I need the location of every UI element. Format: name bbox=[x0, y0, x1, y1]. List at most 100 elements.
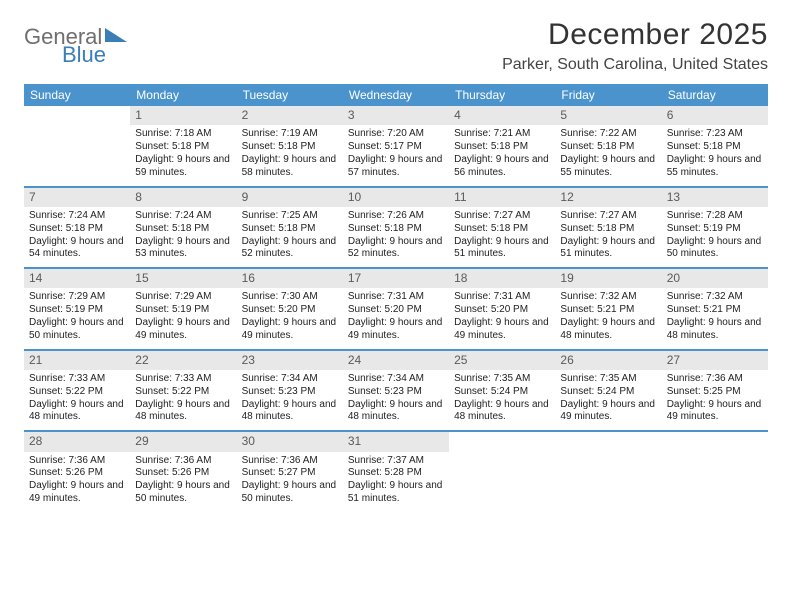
week-row: .1 Sunrise: 7:18 AM Sunset: 5:18 PM Dayli… bbox=[24, 106, 768, 187]
day-cell: 26 Sunrise: 7:35 AM Sunset: 5:24 PM Dayli… bbox=[555, 351, 661, 432]
day-details: Sunrise: 7:37 AM Sunset: 5:28 PM Dayligh… bbox=[348, 455, 444, 506]
day-details: Sunrise: 7:36 AM Sunset: 5:26 PM Dayligh… bbox=[29, 455, 125, 506]
day-number: 19 bbox=[555, 269, 661, 288]
month-title: December 2025 bbox=[502, 18, 768, 52]
day-number: 7 bbox=[24, 188, 130, 207]
day-details: Sunrise: 7:36 AM Sunset: 5:27 PM Dayligh… bbox=[242, 455, 338, 506]
title-area: December 2025 Parker, South Carolina, Un… bbox=[502, 18, 768, 74]
day-number: 26 bbox=[555, 351, 661, 370]
day-number: 4 bbox=[449, 106, 555, 125]
calendar-head: Sunday Monday Tuesday Wednesday Thursday… bbox=[24, 84, 768, 106]
calendar-body: .1Sunrise: 7:18 AM Sunset: 5:18 PM Dayli… bbox=[24, 106, 768, 512]
day-cell: 8 Sunrise: 7:24 AM Sunset: 5:18 PM Daylig… bbox=[130, 188, 236, 269]
day-number: 8 bbox=[130, 188, 236, 207]
day-number: 18 bbox=[449, 269, 555, 288]
week-row: 28 Sunrise: 7:36 AM Sunset: 5:26 PM Dayli… bbox=[24, 432, 768, 512]
day-cell: . bbox=[449, 432, 555, 512]
day-details: Sunrise: 7:18 AM Sunset: 5:18 PM Dayligh… bbox=[135, 128, 231, 179]
day-number: 24 bbox=[343, 351, 449, 370]
calendar-table: Sunday Monday Tuesday Wednesday Thursday… bbox=[24, 84, 768, 512]
day-details: Sunrise: 7:29 AM Sunset: 5:19 PM Dayligh… bbox=[135, 291, 231, 342]
day-cell: . bbox=[662, 432, 768, 512]
day-number: 27 bbox=[662, 351, 768, 370]
day-number: 29 bbox=[130, 432, 236, 451]
day-number: 14 bbox=[24, 269, 130, 288]
day-cell: 5Sunrise: 7:22 AM Sunset: 5:18 PM Daylig… bbox=[555, 106, 661, 187]
day-number: 28 bbox=[24, 432, 130, 451]
day-cell: 9 Sunrise: 7:25 AM Sunset: 5:18 PM Daylig… bbox=[237, 188, 343, 269]
day-details: Sunrise: 7:27 AM Sunset: 5:18 PM Dayligh… bbox=[560, 210, 656, 261]
dh-tue: Tuesday bbox=[237, 84, 343, 106]
day-number: 3 bbox=[343, 106, 449, 125]
dh-mon: Monday bbox=[130, 84, 236, 106]
day-number: 6 bbox=[662, 106, 768, 125]
day-details: Sunrise: 7:34 AM Sunset: 5:23 PM Dayligh… bbox=[348, 373, 444, 424]
dh-wed: Wednesday bbox=[343, 84, 449, 106]
day-cell: 23 Sunrise: 7:34 AM Sunset: 5:23 PM Dayli… bbox=[237, 351, 343, 432]
day-cell: 25 Sunrise: 7:35 AM Sunset: 5:24 PM Dayli… bbox=[449, 351, 555, 432]
day-details: Sunrise: 7:31 AM Sunset: 5:20 PM Dayligh… bbox=[348, 291, 444, 342]
day-details: Sunrise: 7:32 AM Sunset: 5:21 PM Dayligh… bbox=[560, 291, 656, 342]
day-cell: 14Sunrise: 7:29 AM Sunset: 5:19 PM Dayli… bbox=[24, 269, 130, 350]
week-row: 21 Sunrise: 7:33 AM Sunset: 5:22 PM Dayli… bbox=[24, 351, 768, 432]
day-details: Sunrise: 7:36 AM Sunset: 5:25 PM Dayligh… bbox=[667, 373, 763, 424]
day-cell: 4 Sunrise: 7:21 AM Sunset: 5:18 PM Daylig… bbox=[449, 106, 555, 187]
day-details: Sunrise: 7:33 AM Sunset: 5:22 PM Dayligh… bbox=[135, 373, 231, 424]
day-number: 31 bbox=[343, 432, 449, 451]
day-number: 30 bbox=[237, 432, 343, 451]
day-details: Sunrise: 7:24 AM Sunset: 5:18 PM Dayligh… bbox=[135, 210, 231, 261]
day-cell: 27 Sunrise: 7:36 AM Sunset: 5:25 PM Dayli… bbox=[662, 351, 768, 432]
brand-triangle-icon bbox=[105, 28, 127, 42]
day-number: 10 bbox=[343, 188, 449, 207]
day-number: 22 bbox=[130, 351, 236, 370]
day-cell: 20Sunrise: 7:32 AM Sunset: 5:21 PM Dayli… bbox=[662, 269, 768, 350]
day-number: 12 bbox=[555, 188, 661, 207]
day-cell: 28 Sunrise: 7:36 AM Sunset: 5:26 PM Dayli… bbox=[24, 432, 130, 512]
day-number: 11 bbox=[449, 188, 555, 207]
day-cell: . bbox=[24, 106, 130, 187]
dh-thu: Thursday bbox=[449, 84, 555, 106]
day-details: Sunrise: 7:34 AM Sunset: 5:23 PM Dayligh… bbox=[242, 373, 338, 424]
dh-sat: Saturday bbox=[662, 84, 768, 106]
brand-logo: General Blue bbox=[24, 18, 127, 50]
day-cell: 18 Sunrise: 7:31 AM Sunset: 5:20 PM Dayli… bbox=[449, 269, 555, 350]
day-cell: 19 Sunrise: 7:32 AM Sunset: 5:21 PM Dayli… bbox=[555, 269, 661, 350]
day-number: 9 bbox=[237, 188, 343, 207]
day-cell: 10 Sunrise: 7:26 AM Sunset: 5:18 PM Dayli… bbox=[343, 188, 449, 269]
day-details: Sunrise: 7:30 AM Sunset: 5:20 PM Dayligh… bbox=[242, 291, 338, 342]
day-cell: 21 Sunrise: 7:33 AM Sunset: 5:22 PM Dayli… bbox=[24, 351, 130, 432]
day-number: 15 bbox=[130, 269, 236, 288]
day-details: Sunrise: 7:35 AM Sunset: 5:24 PM Dayligh… bbox=[560, 373, 656, 424]
day-cell: . bbox=[555, 432, 661, 512]
day-cell: 30 Sunrise: 7:36 AM Sunset: 5:27 PM Dayli… bbox=[237, 432, 343, 512]
day-cell: 13Sunrise: 7:28 AM Sunset: 5:19 PM Dayli… bbox=[662, 188, 768, 269]
day-details: Sunrise: 7:23 AM Sunset: 5:18 PM Dayligh… bbox=[667, 128, 763, 179]
day-cell: 7Sunrise: 7:24 AM Sunset: 5:18 PM Daylig… bbox=[24, 188, 130, 269]
day-cell: 3 Sunrise: 7:20 AM Sunset: 5:17 PM Daylig… bbox=[343, 106, 449, 187]
calendar-page: General Blue December 2025 Parker, South… bbox=[0, 0, 792, 524]
day-number: 21 bbox=[24, 351, 130, 370]
day-details: Sunrise: 7:19 AM Sunset: 5:18 PM Dayligh… bbox=[242, 128, 338, 179]
day-details: Sunrise: 7:20 AM Sunset: 5:17 PM Dayligh… bbox=[348, 128, 444, 179]
day-number: 20 bbox=[662, 269, 768, 288]
dh-fri: Friday bbox=[555, 84, 661, 106]
day-number: 2 bbox=[237, 106, 343, 125]
day-number: 17 bbox=[343, 269, 449, 288]
day-details: Sunrise: 7:36 AM Sunset: 5:26 PM Dayligh… bbox=[135, 455, 231, 506]
day-cell: 6 Sunrise: 7:23 AM Sunset: 5:18 PM Daylig… bbox=[662, 106, 768, 187]
day-details: Sunrise: 7:33 AM Sunset: 5:22 PM Dayligh… bbox=[29, 373, 125, 424]
day-cell: 11 Sunrise: 7:27 AM Sunset: 5:18 PM Dayli… bbox=[449, 188, 555, 269]
day-cell: 17 Sunrise: 7:31 AM Sunset: 5:20 PM Dayli… bbox=[343, 269, 449, 350]
day-number: 23 bbox=[237, 351, 343, 370]
header-row: General Blue December 2025 Parker, South… bbox=[24, 18, 768, 74]
day-details: Sunrise: 7:26 AM Sunset: 5:18 PM Dayligh… bbox=[348, 210, 444, 261]
day-cell: 12 Sunrise: 7:27 AM Sunset: 5:18 PM Dayli… bbox=[555, 188, 661, 269]
day-details: Sunrise: 7:21 AM Sunset: 5:18 PM Dayligh… bbox=[454, 128, 550, 179]
day-number: 1 bbox=[130, 106, 236, 125]
day-details: Sunrise: 7:35 AM Sunset: 5:24 PM Dayligh… bbox=[454, 373, 550, 424]
day-header-row: Sunday Monday Tuesday Wednesday Thursday… bbox=[24, 84, 768, 106]
day-details: Sunrise: 7:31 AM Sunset: 5:20 PM Dayligh… bbox=[454, 291, 550, 342]
day-number: 25 bbox=[449, 351, 555, 370]
day-details: Sunrise: 7:27 AM Sunset: 5:18 PM Dayligh… bbox=[454, 210, 550, 261]
day-details: Sunrise: 7:25 AM Sunset: 5:18 PM Dayligh… bbox=[242, 210, 338, 261]
